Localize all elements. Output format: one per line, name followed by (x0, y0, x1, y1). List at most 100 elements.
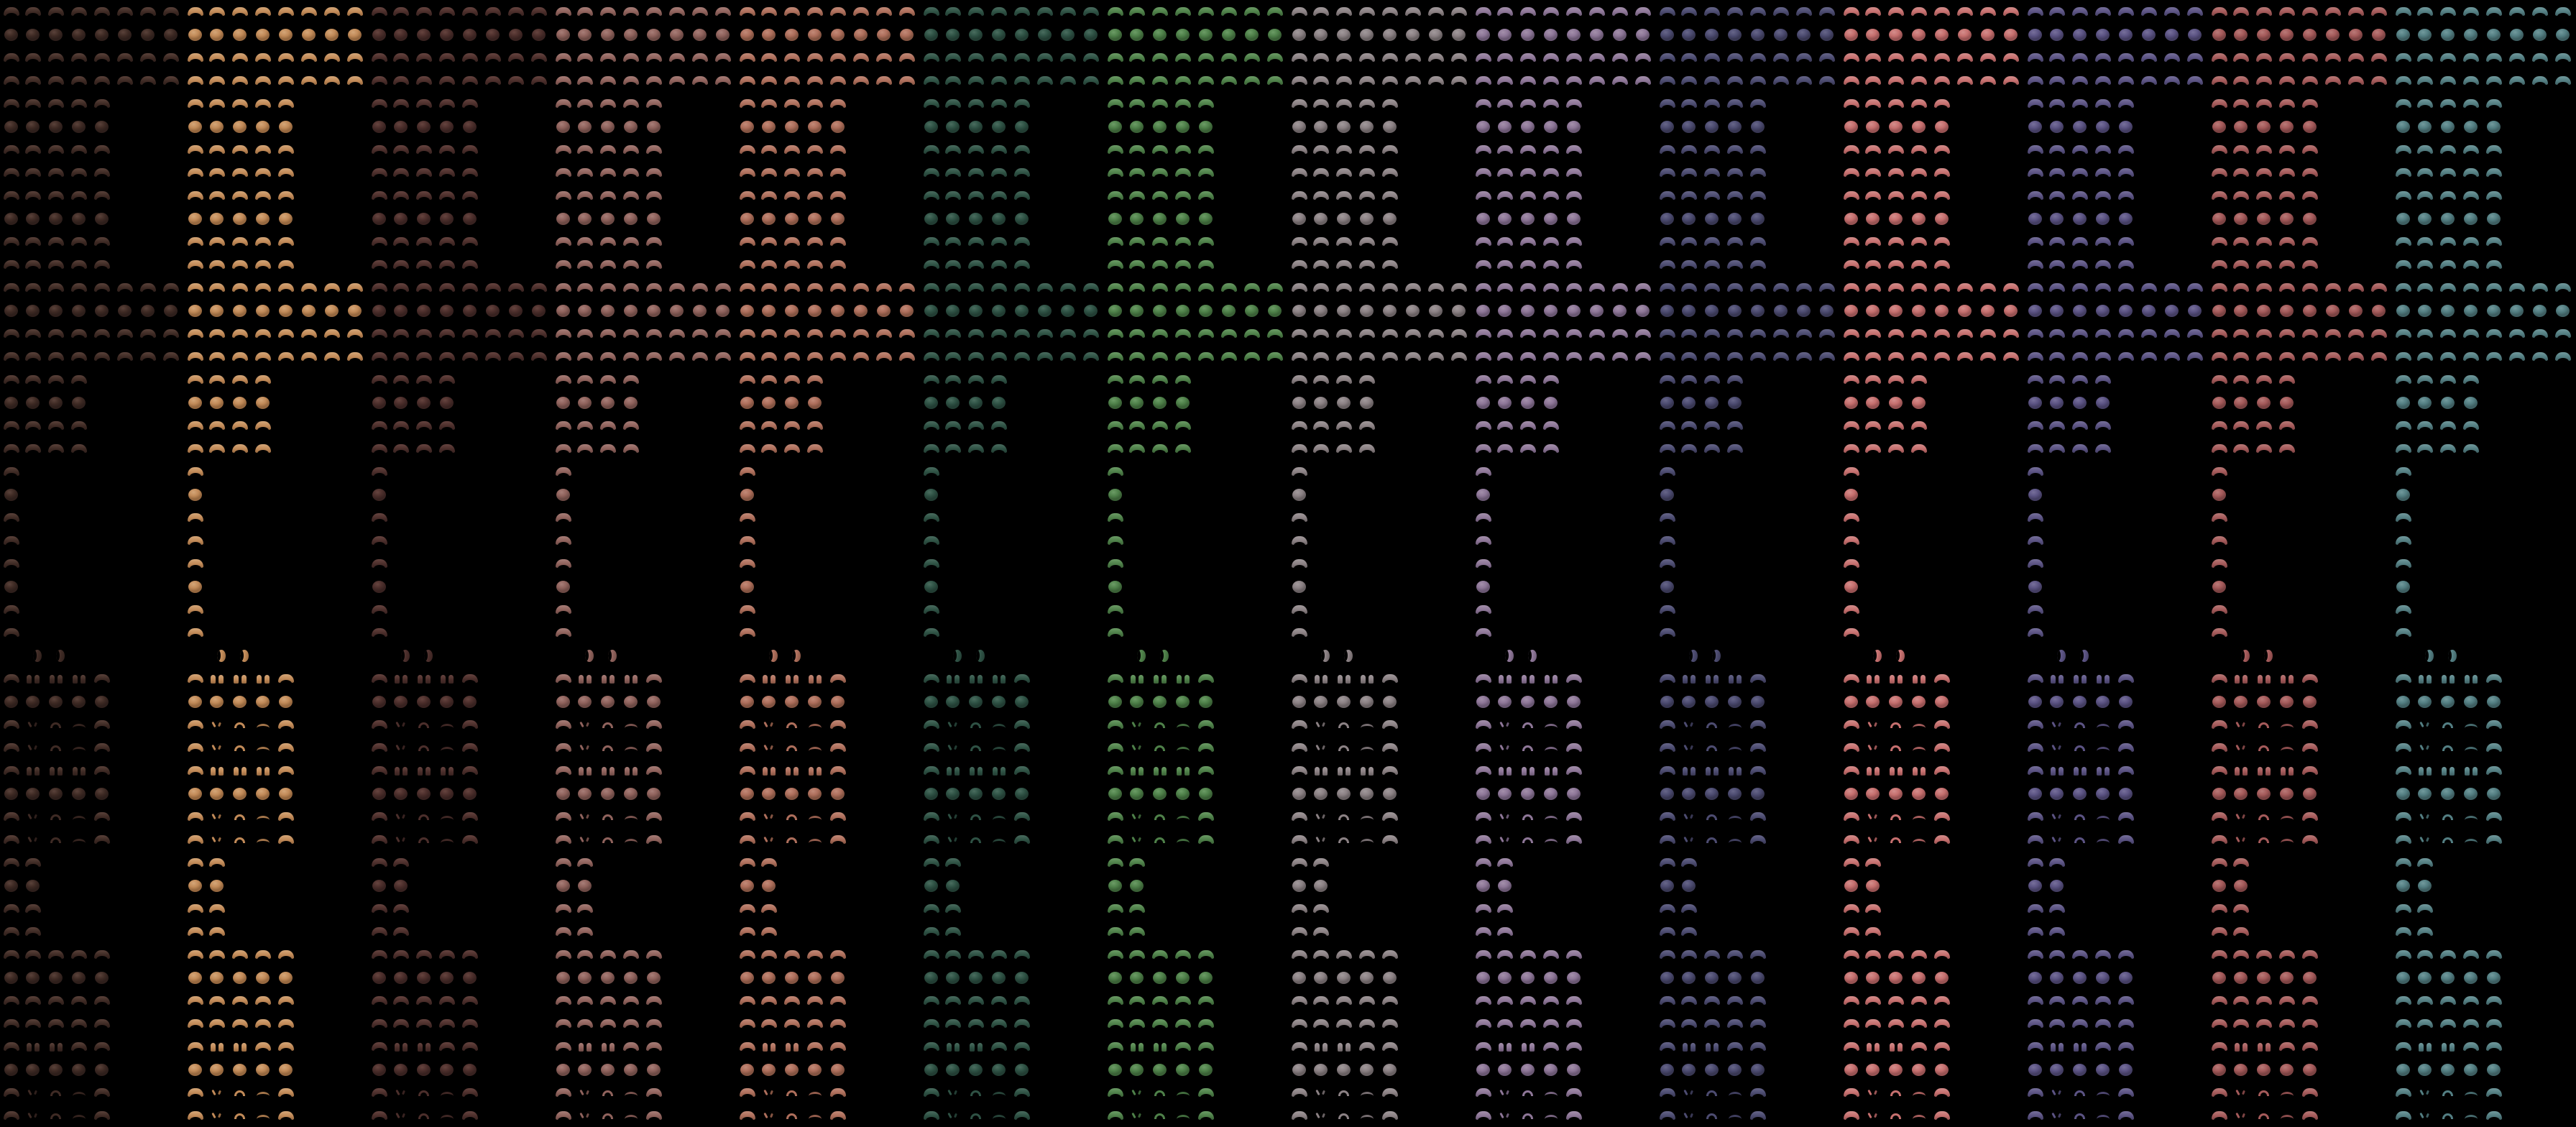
dome-arc-glyph (45, 253, 68, 276)
ball-dot-glyph (1494, 115, 1517, 138)
dome-arc-glyph (827, 230, 850, 253)
dome-arc-glyph (620, 184, 643, 207)
dome-arc-glyph (1034, 276, 1057, 299)
crescent-moon-glyph (207, 644, 230, 667)
dome-arc-glyph (2024, 529, 2047, 552)
dome-arc-glyph (2208, 805, 2231, 828)
broken-marks-glyph (22, 713, 45, 736)
ball-dot-glyph (2115, 690, 2138, 713)
dome-arc-glyph (574, 0, 597, 23)
dome-arc-glyph (2299, 1012, 2322, 1035)
dome-arc-glyph (1104, 92, 1127, 115)
dome-arc-glyph (712, 276, 735, 299)
dome-arc-glyph (184, 943, 207, 966)
dome-arc-glyph (1678, 437, 1701, 460)
dome-arc-glyph (1149, 943, 1172, 966)
dome-arc-glyph (2392, 851, 2415, 874)
ball-dot-glyph (1448, 23, 1471, 46)
ball-dot-glyph (68, 299, 91, 322)
ball-dot-glyph (1310, 874, 1333, 897)
dome-arc-glyph (2230, 920, 2253, 943)
color-group-teal (2392, 0, 2576, 1127)
small-arc-glyph (413, 1104, 436, 1127)
dome-arc-glyph (368, 736, 391, 759)
dome-arc-glyph (736, 897, 759, 920)
broken-marks-glyph (1494, 736, 1517, 759)
dome-arc-glyph (942, 368, 965, 391)
ball-dot-glyph (1678, 966, 1701, 989)
dome-arc-glyph (1356, 230, 1379, 253)
dome-arc-glyph (920, 414, 943, 437)
dome-arc-glyph (1724, 253, 1747, 276)
ball-dot-glyph (160, 23, 183, 46)
ball-dot-glyph (804, 299, 827, 322)
dome-arc-glyph (1149, 0, 1172, 23)
dome-arc-glyph (2069, 69, 2092, 92)
dome-arc-glyph (2092, 345, 2115, 368)
dome-arc-glyph (1678, 69, 1701, 92)
dome-arc-glyph (1472, 989, 1495, 1012)
broken-marks-glyph (206, 1104, 229, 1127)
small-arc-glyph (965, 805, 988, 828)
ball-dot-glyph (1288, 391, 1311, 414)
dome-arc-glyph (781, 184, 804, 207)
ball-dot-glyph (229, 782, 252, 805)
broken-marks-glyph (390, 1104, 413, 1127)
ball-dot-glyph (252, 391, 275, 414)
dome-arc-glyph (2437, 1012, 2460, 1035)
dome-arc-glyph (1310, 322, 1333, 345)
dome-arc-glyph (459, 1104, 482, 1127)
ball-dot-glyph (1472, 23, 1495, 46)
dome-arc-glyph (1126, 851, 1149, 874)
dome-arc-glyph (2138, 69, 2161, 92)
ball-dot-glyph (1563, 690, 1586, 713)
dome-arc-glyph (1011, 828, 1034, 851)
dome-arc-glyph (1563, 253, 1586, 276)
dome-arc-glyph (1724, 184, 1747, 207)
dome-arc-glyph (552, 598, 575, 621)
dome-arc-glyph (1288, 0, 1311, 23)
dome-arc-glyph (643, 276, 666, 299)
dome-arc-glyph (1656, 0, 1679, 23)
dome-arc-glyph (1724, 345, 1747, 368)
dome-arc-glyph (1678, 989, 1701, 1012)
dome-arc-glyph (137, 0, 160, 23)
ball-dot-glyph (2299, 23, 2322, 46)
ball-dot-glyph (2392, 874, 2415, 897)
flat-curve-glyph (2460, 1104, 2483, 1127)
ball-dot-glyph (1494, 23, 1517, 46)
dome-arc-glyph (920, 368, 943, 391)
dome-arc-glyph (1724, 138, 1747, 161)
dome-arc-glyph (1656, 276, 1679, 299)
dome-arc-glyph (620, 989, 643, 1012)
dome-arc-glyph (1288, 368, 1311, 391)
dome-arc-glyph (1840, 1104, 1863, 1127)
dome-arc-glyph (45, 414, 68, 437)
ball-dot-glyph (965, 391, 988, 414)
ball-dot-glyph (2552, 23, 2575, 46)
dome-arc-glyph (1356, 92, 1379, 115)
dome-arc-glyph (390, 345, 413, 368)
dome-arc-glyph (920, 437, 943, 460)
dome-arc-glyph (597, 414, 620, 437)
double-caret-glyph (988, 759, 1011, 782)
dome-arc-glyph (552, 230, 575, 253)
flat-curve-glyph (1908, 736, 1931, 759)
dome-arc-glyph (781, 46, 804, 69)
ball-dot-glyph (2069, 23, 2092, 46)
dome-arc-glyph (413, 69, 436, 92)
dome-arc-glyph (0, 598, 23, 621)
dome-arc-glyph (1656, 713, 1679, 736)
dome-arc-glyph (758, 0, 781, 23)
ball-dot-glyph (206, 299, 229, 322)
dome-arc-glyph (2208, 851, 2231, 874)
dome-arc-glyph (1517, 253, 1540, 276)
dome-arc-glyph (2230, 897, 2253, 920)
dome-arc-glyph (2299, 345, 2322, 368)
dome-arc-glyph (2483, 345, 2506, 368)
dome-arc-glyph (552, 345, 575, 368)
dome-arc-glyph (2024, 943, 2047, 966)
dome-arc-glyph (1840, 414, 1863, 437)
ball-dot-glyph (2253, 23, 2276, 46)
double-caret-glyph (2437, 759, 2460, 782)
